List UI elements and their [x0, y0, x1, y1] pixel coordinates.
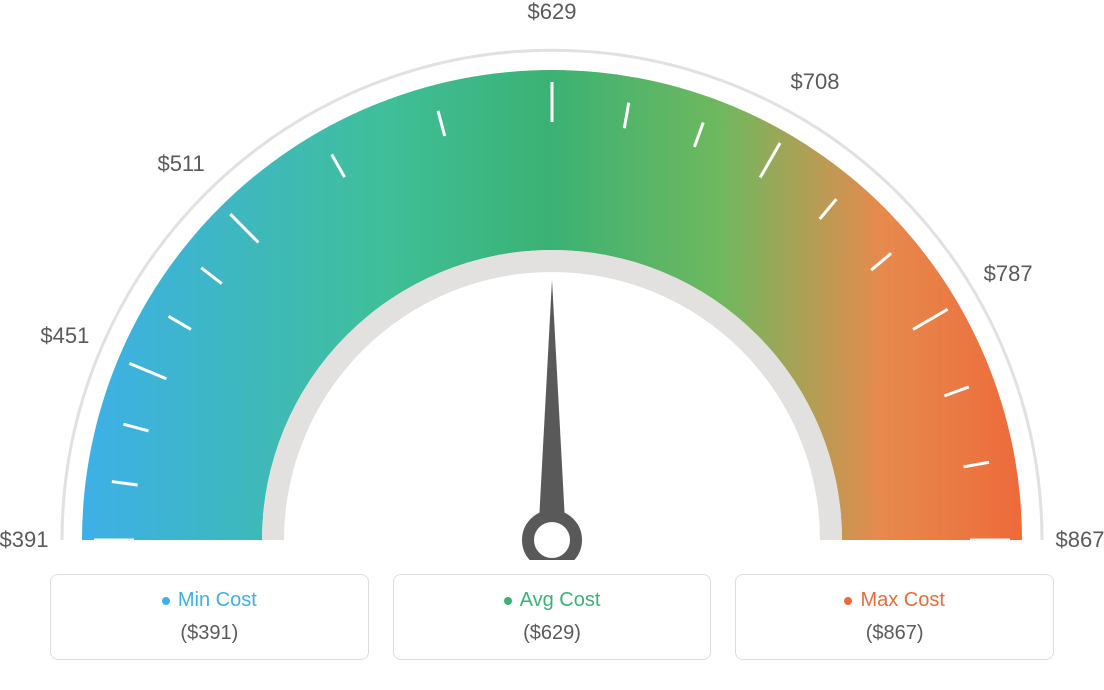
- gauge-tick-label: $867: [1056, 527, 1104, 553]
- gauge-tick-label: $391: [0, 527, 48, 553]
- legend-card-avg: Avg Cost ($629): [393, 574, 712, 660]
- gauge-tick-label: $708: [791, 69, 840, 95]
- legend-card-min: Min Cost ($391): [50, 574, 369, 660]
- legend-value-min: ($391): [61, 622, 358, 645]
- legend-title-max: Max Cost: [844, 589, 944, 612]
- dot-icon: [844, 597, 852, 605]
- legend-title-text: Max Cost: [860, 589, 944, 612]
- legend-title-text: Min Cost: [178, 589, 257, 612]
- gauge-tick-label: $451: [40, 323, 89, 349]
- legend-title-min: Min Cost: [162, 589, 257, 612]
- legend-card-max: Max Cost ($867): [735, 574, 1054, 660]
- gauge-tick-label: $787: [984, 261, 1033, 287]
- gauge-tick-label: $629: [528, 0, 577, 25]
- dot-icon: [504, 597, 512, 605]
- dot-icon: [162, 597, 170, 605]
- legend-title-text: Avg Cost: [520, 589, 601, 612]
- legend-row: Min Cost ($391) Avg Cost ($629) Max Cost…: [50, 574, 1054, 660]
- legend-title-avg: Avg Cost: [504, 589, 601, 612]
- gauge-chart: $391 $451 $511 $629 $708 $787 $867: [0, 0, 1104, 560]
- legend-value-max: ($867): [746, 622, 1043, 645]
- legend-value-avg: ($629): [404, 622, 701, 645]
- gauge-tick-label: $511: [157, 151, 204, 177]
